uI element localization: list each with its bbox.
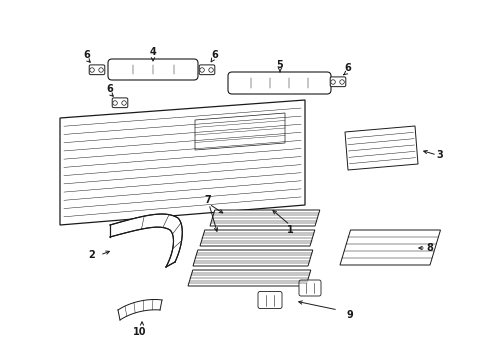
FancyBboxPatch shape <box>298 280 320 296</box>
Circle shape <box>200 68 204 72</box>
Polygon shape <box>339 230 440 265</box>
Polygon shape <box>195 113 285 150</box>
FancyBboxPatch shape <box>329 77 345 87</box>
Text: 7: 7 <box>204 195 211 205</box>
Circle shape <box>113 101 117 105</box>
Text: 9: 9 <box>346 310 353 320</box>
Text: 5: 5 <box>276 60 283 70</box>
Text: 6: 6 <box>83 50 90 60</box>
Text: 3: 3 <box>436 150 443 160</box>
Text: 4: 4 <box>149 47 156 57</box>
Circle shape <box>122 101 126 105</box>
Circle shape <box>208 68 213 72</box>
Text: 6: 6 <box>106 84 113 94</box>
Text: 8: 8 <box>426 243 432 253</box>
Polygon shape <box>193 250 312 266</box>
Polygon shape <box>118 300 162 320</box>
Circle shape <box>339 80 344 84</box>
FancyBboxPatch shape <box>108 59 198 80</box>
Polygon shape <box>345 126 417 170</box>
Text: 2: 2 <box>88 250 95 260</box>
Polygon shape <box>209 210 319 226</box>
Circle shape <box>330 80 335 84</box>
FancyBboxPatch shape <box>258 292 282 309</box>
Polygon shape <box>60 100 305 225</box>
FancyBboxPatch shape <box>89 65 104 75</box>
FancyBboxPatch shape <box>199 65 214 75</box>
Polygon shape <box>110 214 182 267</box>
Text: 10: 10 <box>133 327 146 337</box>
Circle shape <box>99 68 103 72</box>
Polygon shape <box>200 230 314 246</box>
Circle shape <box>90 68 94 72</box>
FancyBboxPatch shape <box>112 98 127 108</box>
Text: 6: 6 <box>211 50 218 60</box>
Polygon shape <box>187 270 310 286</box>
FancyBboxPatch shape <box>227 72 330 94</box>
Text: 1: 1 <box>286 225 293 235</box>
Text: 6: 6 <box>344 63 351 73</box>
